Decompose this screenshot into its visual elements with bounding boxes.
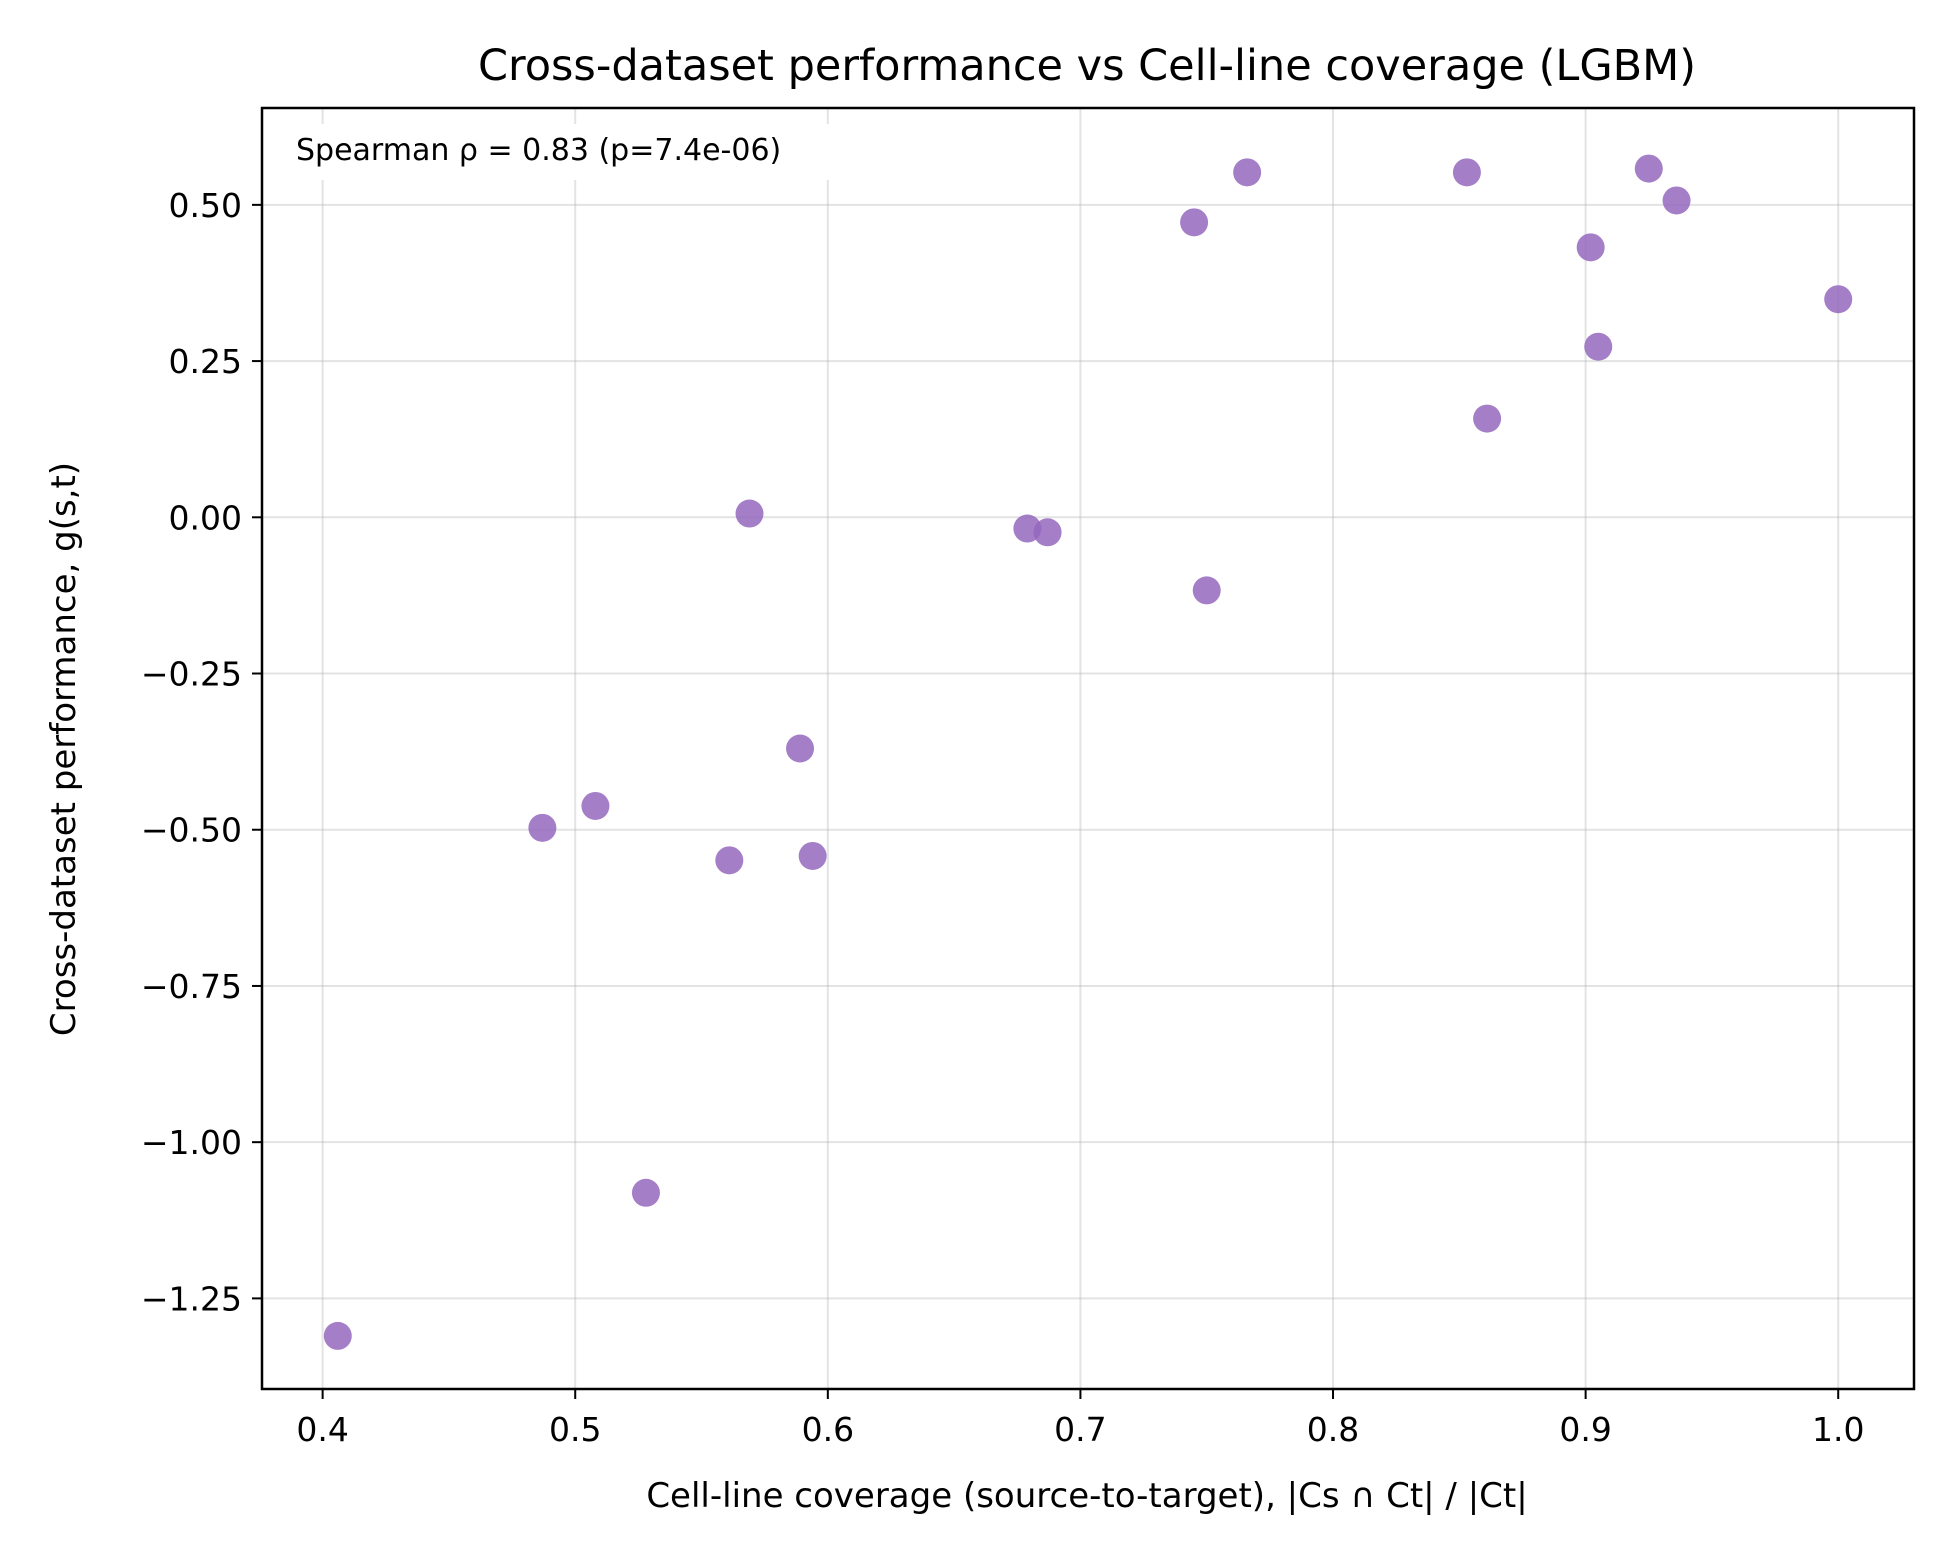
- scatter-point: [1473, 404, 1502, 433]
- scatter-point: [786, 734, 815, 763]
- annotation-box: [290, 124, 920, 180]
- scatter-point: [1662, 186, 1691, 215]
- y-tick-label: −0.75: [141, 967, 242, 1006]
- y-tick-label: 0.50: [169, 186, 242, 225]
- scatter-point: [715, 846, 744, 875]
- x-tick-label: 0.8: [1307, 1410, 1359, 1449]
- x-tick-label: 0.6: [802, 1410, 854, 1449]
- x-tick-label: 0.4: [296, 1410, 348, 1449]
- y-axis-label: Cross-dataset performance, g(s,t): [44, 462, 84, 1036]
- y-tick-label: −0.25: [141, 655, 242, 694]
- y-tick-label: 0.25: [169, 342, 242, 381]
- x-tick-label: 1.0: [1812, 1410, 1864, 1449]
- scatter-point: [1824, 285, 1853, 314]
- scatter-point: [1576, 233, 1605, 262]
- scatter-point: [1033, 518, 1062, 547]
- scatter-point: [735, 499, 764, 528]
- y-tick-label: 0.00: [169, 498, 242, 537]
- scatter-point: [1452, 158, 1481, 187]
- x-tick-label: 0.7: [1054, 1410, 1106, 1449]
- scatter-point: [528, 813, 557, 842]
- y-axis-ticks: −1.25 −1.00 −0.75 −0.50 −0.25 0.00 0.25 0.50: [141, 186, 262, 1318]
- y-tick-label: −1.00: [141, 1123, 242, 1162]
- scatter-point: [1584, 332, 1613, 361]
- plot-area-frame: [260, 106, 1916, 1391]
- scatter-point: [1192, 576, 1221, 605]
- scatter-point: [581, 791, 610, 820]
- data-points: [323, 154, 1853, 1350]
- x-tick-label: 0.9: [1559, 1410, 1611, 1449]
- x-axis-label: Cell-line coverage (source-to-target), |…: [646, 1476, 1527, 1516]
- scatter-point: [1233, 158, 1262, 187]
- y-tick-label: −1.25: [141, 1279, 242, 1318]
- x-axis-ticks: 0.4 0.5 0.6 0.7 0.8 0.9 1.0: [296, 1389, 1864, 1449]
- chart-title: Cross-dataset performance vs Cell-line c…: [478, 41, 1696, 91]
- spearman-annotation: Spearman ρ = 0.83 (p=7.4e-06): [296, 133, 781, 168]
- x-tick-label: 0.5: [549, 1410, 601, 1449]
- scatter-point: [1634, 154, 1663, 183]
- scatter-point: [1180, 208, 1209, 237]
- scatter-point: [323, 1321, 352, 1350]
- scatter-point: [631, 1178, 660, 1207]
- y-tick-label: −0.50: [141, 811, 242, 850]
- scatter-point: [798, 841, 827, 870]
